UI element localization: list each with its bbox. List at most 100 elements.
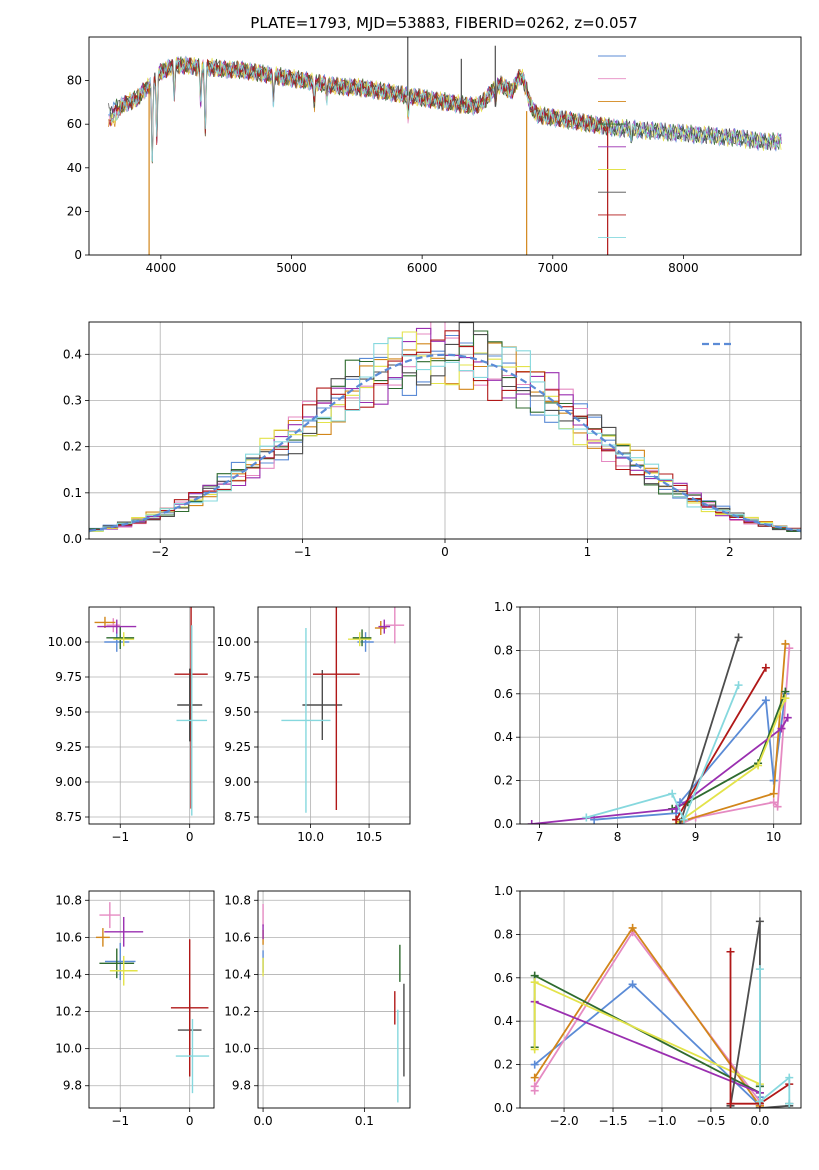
x-tick-label: 0 (186, 830, 194, 844)
y-tick-label: 10.2 (224, 1005, 251, 1019)
y-tick-label: 8.75 (55, 810, 82, 824)
y-tick-label: 9.50 (224, 705, 251, 719)
y-tick-label: 0.0 (494, 817, 513, 831)
x-tick-label: 2 (726, 545, 734, 559)
y-tick-label: 0.6 (494, 971, 513, 985)
y-tick-label: 0.4 (494, 1014, 513, 1028)
mass-weight-marker (761, 696, 770, 705)
x-tick-label: 1 (584, 545, 592, 559)
residual-histogram-panel: −2 −1 0 1 2 0.0 0.1 0.2 0.3 0.4 (63, 321, 802, 559)
x-tick-label: 9 (692, 830, 700, 844)
y-tick-label: 9.75 (224, 670, 251, 684)
y-tick-label: 0.6 (494, 687, 513, 701)
mass-weight-marker (754, 761, 763, 770)
plot-area (527, 633, 794, 824)
y-tick-label: 9.25 (55, 740, 82, 754)
mass-weight-line (533, 930, 761, 1108)
y-tick-label: 0.2 (494, 774, 513, 788)
mass-weight-line (729, 951, 790, 1105)
x-tick-label: −1.0 (647, 1114, 676, 1128)
mass-weight-marker (628, 980, 637, 989)
mass-weight-marker (726, 1099, 735, 1108)
y-tick-label: 80 (67, 74, 82, 88)
y-tick-label: 10.0 (55, 1042, 82, 1056)
mass-weight-line (534, 1000, 761, 1108)
mass-vs-metallicity-panel: −1 0 9.8 10.0 10.2 10.4 10.6 10.8 (55, 890, 215, 1128)
y-tick-label: 10.6 (55, 930, 82, 944)
mass-vs-ebv-panel: 0.0 0.1 9.8 10.0 10.2 10.4 10.6 10.8 (224, 890, 411, 1128)
mass-weight-marker (530, 1073, 539, 1082)
x-tick-label: 0 (186, 1114, 194, 1128)
y-tick-label: 8.75 (224, 810, 251, 824)
y-tick-label: 1.0 (494, 600, 513, 614)
mass-weight-marker (726, 947, 735, 956)
y-tick-label: 0.2 (494, 1058, 513, 1072)
y-tick-label: 40 (67, 161, 82, 175)
x-tick-label: 7 (536, 830, 544, 844)
mass-weight-line (534, 983, 761, 1108)
y-tick-label: 0 (74, 248, 82, 262)
histogram-series-step (89, 337, 801, 534)
spectrum-series-line (108, 57, 776, 163)
mass-weight-marker (769, 789, 778, 798)
spectrum-panel: 4000 5000 6000 7000 8000 0 20 40 60 80 (67, 36, 802, 275)
y-tick-label: 0.8 (494, 643, 513, 657)
plot-area (530, 917, 794, 1108)
x-tick-label: 4000 (146, 261, 177, 275)
mass-weight-marker (755, 965, 764, 974)
y-tick-label: 9.8 (232, 1079, 251, 1093)
plot-frame (519, 890, 802, 1109)
mass-weight-marker (527, 820, 536, 824)
y-tick-label: 0.1 (63, 486, 82, 500)
y-tick-label: 0.4 (494, 730, 513, 744)
y-tick-label: 9.50 (55, 705, 82, 719)
mass-weight-marker (530, 1060, 539, 1069)
mass-weight-line (533, 980, 761, 1108)
plot-frame (519, 606, 802, 825)
mass-weight-marker (530, 978, 539, 987)
x-tick-label: 10 (766, 830, 781, 844)
plot-area (95, 902, 210, 1094)
x-tick-label: −1 (111, 830, 129, 844)
y-tick-label: 0.2 (63, 440, 82, 454)
x-tick-label: −1 (294, 545, 312, 559)
y-tick-label: 9.25 (224, 740, 251, 754)
mass-weight-marker (783, 713, 792, 722)
y-tick-label: 0.3 (63, 393, 82, 407)
y-tick-label: 60 (67, 117, 82, 131)
plot-area (262, 903, 405, 1103)
y-tick-label: 9.75 (55, 670, 82, 684)
mass-weight-marker (628, 923, 637, 932)
mass-weight-marker (777, 724, 786, 733)
age-vs-metallicity-panel: −1 0 8.75 9.00 9.25 9.50 9.75 10.00 (48, 606, 215, 844)
y-tick-label: 10.00 (217, 635, 251, 649)
mass-weight-marker (734, 681, 743, 690)
plot-frame (257, 606, 411, 825)
y-tick-label: 10.6 (224, 930, 251, 944)
mass-weight-line (531, 717, 789, 824)
x-tick-label: 0 (441, 545, 449, 559)
plot-area (108, 37, 782, 255)
x-tick-label: 10.5 (356, 830, 383, 844)
x-tick-label: −1.5 (598, 1114, 627, 1128)
spectrum-series-line (110, 55, 782, 163)
y-tick-label: 10.8 (55, 893, 82, 907)
x-tick-label: −1 (111, 1114, 129, 1128)
plot-area (89, 322, 801, 534)
mass-weight-marker (530, 1045, 539, 1054)
x-tick-label: 7000 (538, 261, 569, 275)
y-tick-label: 10.4 (55, 967, 82, 981)
x-tick-label: 0.0 (254, 1114, 273, 1128)
mass-weight-vs-metallicity-panel: −2.0 −1.5 −1.0 −0.5 0.0 0.0 0.2 0.4 0.6 0.8 1.0 (494, 884, 802, 1128)
y-tick-label: 10.00 (48, 635, 82, 649)
y-tick-label: 10.2 (55, 1005, 82, 1019)
mass-weight-line (675, 667, 767, 821)
mass-weight-marker (668, 789, 677, 798)
plot-frame (88, 890, 215, 1109)
x-tick-label: −2.0 (549, 1114, 578, 1128)
figure-title: PLATE=1793, MJD=53883, FIBERID=0262, z=0… (250, 14, 637, 32)
plot-frame (88, 321, 802, 540)
mass-weight-marker (672, 815, 681, 824)
y-tick-label: 9.00 (55, 775, 82, 789)
mass-weight-vs-age-panel: 7 8 9 10 0.0 0.2 0.4 0.6 0.8 1.0 (494, 600, 802, 844)
